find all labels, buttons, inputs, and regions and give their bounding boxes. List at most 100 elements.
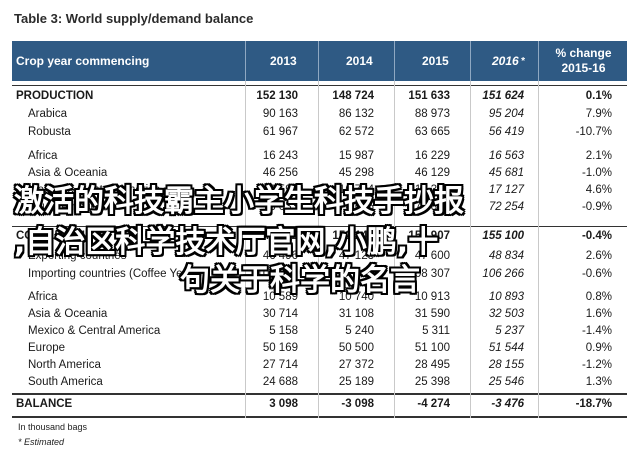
cell-2016: 28 155 xyxy=(488,359,524,371)
cell-2014: 62 572 xyxy=(338,126,374,138)
header-year-2013: 2013 xyxy=(270,54,297,68)
row-separator xyxy=(12,226,627,227)
row-label: Asia & Oceania xyxy=(28,167,108,179)
cell-change: 0.9% xyxy=(585,342,612,354)
cell-2013: 46 496 xyxy=(262,250,298,262)
cell-2014: 10 740 xyxy=(338,291,374,303)
cell-2014: 70 655 xyxy=(338,201,374,213)
cell-2015: 5 311 xyxy=(422,325,450,337)
estimate-mark: * xyxy=(520,55,525,67)
cell-2014: 27 372 xyxy=(338,359,374,371)
row-label: South America xyxy=(28,201,103,213)
row-separator xyxy=(12,393,627,395)
cell-2016: 25 546 xyxy=(488,376,524,388)
header-crop-year: Crop year commencing xyxy=(16,54,150,68)
cell-change: -1.0% xyxy=(581,167,612,179)
table-row: Asia & Oceania 46 256 45 298 46 129 45 681 -1… xyxy=(12,166,627,183)
units-note: In thousand bags xyxy=(18,422,88,432)
table-row: Exporting countries 46 496 47 123 47 600 48 … xyxy=(12,249,627,266)
estimated-note: * Estimated xyxy=(18,437,65,447)
column-divider xyxy=(318,81,319,418)
table-title: Table 3: World supply/demand balance xyxy=(14,11,254,26)
cell-change: 0.1% xyxy=(585,90,612,102)
cell-change: 1.3% xyxy=(585,376,612,388)
cell-2014: 47 123 xyxy=(338,250,374,262)
cell-2015: -4 274 xyxy=(417,398,450,410)
cell-2013: 61 967 xyxy=(262,126,298,138)
cell-change: -10.7% xyxy=(575,126,612,138)
cell-2016: 17 127 xyxy=(488,184,524,196)
row-label: PRODUCTION xyxy=(16,90,94,102)
table-row: Africa 10 589 10 740 10 913 10 893 0.8% xyxy=(12,290,627,307)
cell-2016: 10 893 xyxy=(488,291,524,303)
cell-2015: 10 913 xyxy=(414,291,450,303)
cell-2015: 46 129 xyxy=(414,167,450,179)
watermark-line-1: 激活的科技霸主小学生科技手抄报 xyxy=(14,184,464,219)
cell-2016: 72 254 xyxy=(488,201,524,213)
cell-2013: 102 536 xyxy=(256,268,298,280)
cell-2016: 56 419 xyxy=(488,126,524,138)
cell-2014: 25 189 xyxy=(338,376,374,388)
header-year-2014: 2014 xyxy=(346,54,373,68)
cell-2015: 108 307 xyxy=(408,268,450,280)
cell-2014: 5 240 xyxy=(345,325,374,337)
watermark-line-3: 句关于科学的名言 xyxy=(180,263,420,298)
cell-2016: 151 624 xyxy=(482,90,524,102)
cell-2013: 27 714 xyxy=(262,359,298,371)
cell-2014: 31 108 xyxy=(338,308,374,320)
header-change: % change 2015-16 xyxy=(555,46,612,75)
cell-2014: 16 784 xyxy=(338,184,374,196)
cell-2015: 51 100 xyxy=(414,342,450,354)
row-separator xyxy=(12,85,627,86)
cell-2015: 155 907 xyxy=(408,230,450,242)
cell-change: -0.6% xyxy=(581,268,612,280)
cell-change: 1.6% xyxy=(585,308,612,320)
table-row: Importing countries (Coffee Years) 102 53… xyxy=(12,267,627,284)
cell-2015: 16 229 xyxy=(414,150,450,162)
table-row: Mexico & Central America 16 598 16 784 16 3… xyxy=(12,183,627,200)
cell-2013: 5 158 xyxy=(269,325,298,337)
row-label: Mexico & Central America xyxy=(28,184,161,196)
cell-2013: 46 256 xyxy=(262,167,298,179)
cell-change: -1.4% xyxy=(581,325,612,337)
cell-2013: 3 098 xyxy=(269,398,298,410)
cell-2014: 105 025 xyxy=(332,268,374,280)
cell-2015: 31 590 xyxy=(414,308,450,320)
cell-2014: 50 500 xyxy=(338,342,374,354)
table-row: South America 24 688 25 189 25 398 25 546 1.3… xyxy=(12,375,627,392)
header-year-2015: 2015 xyxy=(422,54,449,68)
row-label: CONSUMPTION xyxy=(16,230,103,242)
supply-demand-table: Crop year commencing 2013 2014 2015 2016… xyxy=(12,41,627,418)
cell-change: -1.2% xyxy=(581,359,612,371)
cell-2013: 90 163 xyxy=(262,108,298,120)
cell-2016: 95 204 xyxy=(488,108,524,120)
cell-change: 4.6% xyxy=(585,184,612,196)
cell-2016: 5 237 xyxy=(495,325,524,337)
row-label: Robusta xyxy=(28,126,71,138)
cell-2015: 88 973 xyxy=(414,108,450,120)
cell-2014: -3 098 xyxy=(341,398,374,410)
table-row: Mexico & Central America 5 158 5 240 5 311 5… xyxy=(12,324,627,341)
cell-2016: 32 503 xyxy=(488,308,524,320)
table-row: Europe 50 169 50 500 51 100 51 544 0.9% xyxy=(12,341,627,358)
table-row: Robusta 61 967 62 572 63 665 56 419 -10.7% xyxy=(12,125,627,142)
column-divider xyxy=(470,81,471,418)
cell-2015: 28 495 xyxy=(414,359,450,371)
cell-2015: 16 378 xyxy=(414,184,450,196)
row-label: South America xyxy=(28,376,103,388)
cell-2014: 152 148 xyxy=(332,230,374,242)
cell-2016: 16 563 xyxy=(488,150,524,162)
cell-2014: 15 987 xyxy=(338,150,374,162)
cell-change: 0.8% xyxy=(585,291,612,303)
cell-2013: 16 243 xyxy=(262,150,298,162)
table-row: CONSUMPTION 149 032 152 148 155 907 155 100 -… xyxy=(12,229,627,246)
table-row: South America 73 033 70 655 72 898 72 254 -0.… xyxy=(12,200,627,217)
cell-2013: 73 033 xyxy=(262,201,298,213)
cell-2016: -3 476 xyxy=(491,398,524,410)
cell-2015: 47 600 xyxy=(414,250,450,262)
table-header: Crop year commencing 2013 2014 2015 2016… xyxy=(12,41,627,81)
cell-2013: 10 589 xyxy=(262,291,298,303)
cell-change: 2.1% xyxy=(585,150,612,162)
table-row: North America 27 714 27 372 28 495 28 155 -1.… xyxy=(12,358,627,375)
column-divider xyxy=(394,81,395,418)
